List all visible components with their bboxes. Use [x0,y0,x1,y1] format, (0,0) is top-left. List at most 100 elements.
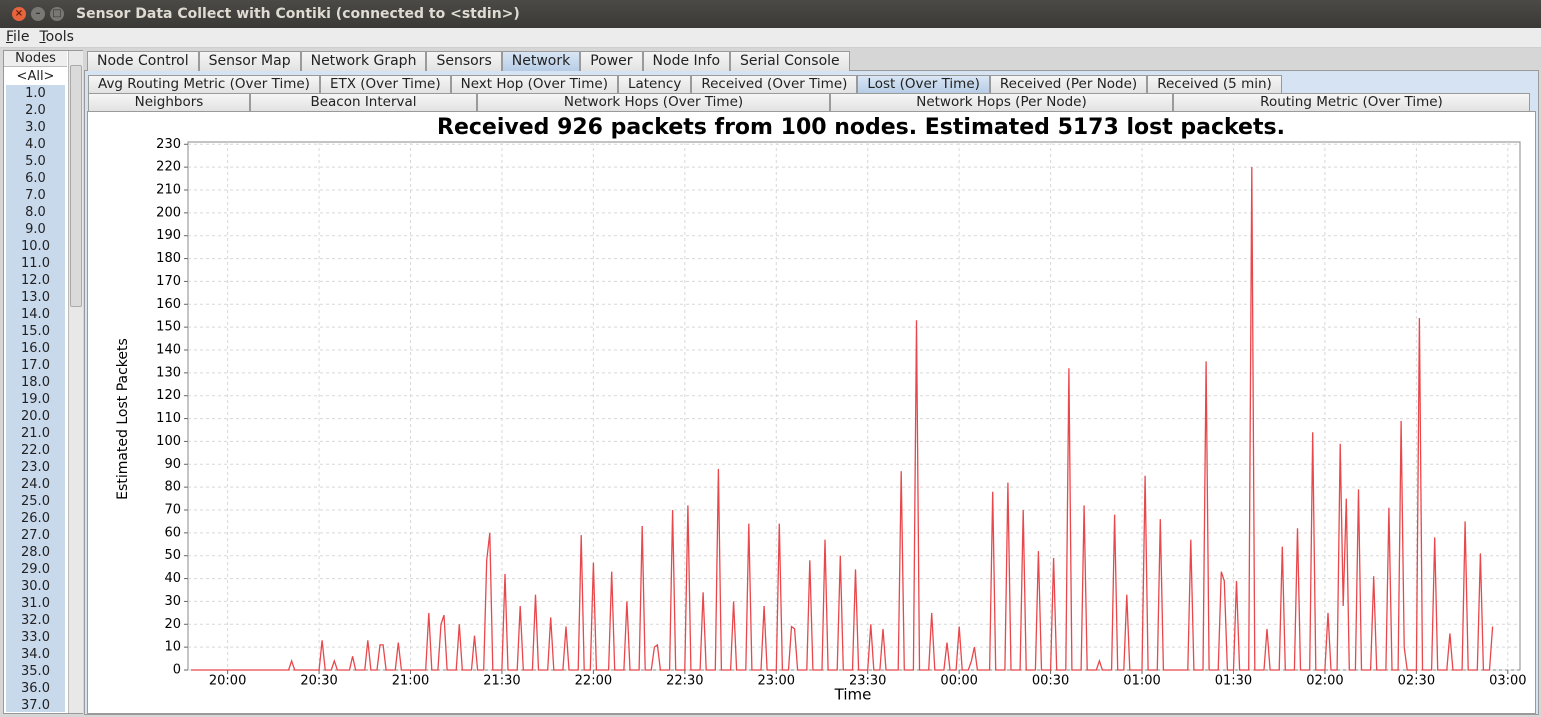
node-item[interactable]: 25.0 [21,494,50,509]
node-item[interactable]: 15.0 [21,324,50,339]
x-tick-label: 21:00 [392,674,429,689]
chart: Received 926 packets from 100 nodes. Est… [115,115,1527,704]
y-tick-label: 220 [156,160,181,175]
node-item[interactable]: 36.0 [21,681,50,696]
scroll-thumb[interactable] [70,65,82,307]
sub-tab[interactable]: Beacon Interval [250,93,477,111]
sub-tab[interactable]: Lost (Over Time) [857,75,990,93]
tab[interactable]: Node Info [642,51,731,71]
y-tick-label: 160 [156,297,181,312]
sub-tab[interactable]: Received (5 min) [1147,75,1282,93]
y-tick-label: 170 [156,274,181,289]
node-item[interactable]: <All> [6,68,65,85]
window-title: Sensor Data Collect with Contiki (connec… [76,6,520,22]
node-item[interactable]: 9.0 [25,222,46,237]
tab[interactable]: Node Control [87,51,199,71]
node-item[interactable]: 34.0 [21,647,50,662]
tab[interactable]: Serial Console [730,51,850,71]
x-tick-label: 02:00 [1306,674,1343,689]
node-item[interactable]: 27.0 [21,528,50,543]
node-item[interactable]: 28.0 [21,545,50,560]
node-item[interactable]: 24.0 [21,477,50,492]
node-item[interactable]: 35.0 [21,664,50,679]
node-item[interactable]: 29.0 [21,562,50,577]
node-item[interactable]: 5.0 [25,154,46,169]
node-item[interactable]: 4.0 [25,137,46,152]
node-item[interactable]: 31.0 [21,596,50,611]
node-item[interactable]: 3.0 [25,120,46,135]
node-header: Nodes [4,51,67,67]
sub-tab[interactable]: Neighbors [88,93,250,111]
maximize-button[interactable]: □ [50,7,64,21]
node-item[interactable]: 22.0 [21,443,50,458]
node-item[interactable]: 37.0 [21,698,50,712]
x-tick-label: 21:30 [483,674,520,689]
menu-item[interactable]: Tools [39,29,74,45]
sub-tab[interactable]: Routing Metric (Over Time) [1173,93,1530,111]
menu-item[interactable]: File [6,29,30,45]
node-item[interactable]: 1.0 [25,86,46,101]
sub-tab[interactable]: Received (Over Time) [691,75,858,93]
node-item[interactable]: 2.0 [25,103,46,118]
sub-tab[interactable]: Next Hop (Over Time) [450,75,618,93]
y-tick-label: 30 [164,594,181,609]
tab[interactable]: Sensors [426,51,502,71]
scrollbar[interactable] [68,51,83,713]
minimize-button[interactable]: – [31,7,45,21]
tab[interactable]: Sensor Map [198,51,301,71]
sub-tab[interactable]: Network Hops (Over Time) [477,93,830,111]
node-item[interactable]: 19.0 [21,392,50,407]
main-tabs: Node Control Sensor Map Network Graph Senso… [87,51,850,71]
node-list: <All> 1.0 2.0 3.0 4.0 5.0 6.0 7.0 8.0 9.0 10.0 11.0… [6,68,65,712]
x-tick-label: 23:00 [758,674,795,689]
y-tick-label: 100 [156,434,181,449]
chart-title: Received 926 packets from 100 nodes. Est… [437,115,1285,140]
node-item[interactable]: 6.0 [25,171,46,186]
tab[interactable]: Network Graph [300,51,427,71]
node-item[interactable]: 11.0 [21,256,50,271]
x-tick-label: 20:30 [300,674,337,689]
node-item[interactable]: 17.0 [21,358,50,373]
node-item[interactable]: 23.0 [21,460,50,475]
node-item[interactable]: 18.0 [21,375,50,390]
y-tick-label: 10 [164,640,181,655]
node-item[interactable]: 8.0 [25,205,46,220]
node-item[interactable]: 14.0 [21,307,50,322]
y-tick-label: 140 [156,343,181,358]
node-item[interactable]: 21.0 [21,426,50,441]
sub-tab[interactable]: ETX (Over Time) [319,75,451,93]
y-tick-label: 90 [164,457,181,472]
node-item[interactable]: 26.0 [21,511,50,526]
tab[interactable]: Power [580,51,643,71]
y-tick-label: 0 [173,663,181,678]
node-item[interactable]: 12.0 [21,273,50,288]
node-item[interactable]: 33.0 [21,630,50,645]
y-tick-label: 20 [164,617,181,632]
x-tick-label: 03:00 [1489,674,1526,689]
y-tick-label: 180 [156,251,181,266]
y-tick-label: 230 [156,137,181,152]
y-tick-label: 80 [164,480,181,495]
y-tick-label: 150 [156,320,181,335]
node-panel: Nodes <All> 1.0 2.0 3.0 4.0 5.0 6.0 7.0 8.0 9.0 10… [3,50,83,714]
x-tick-label: 01:30 [1215,674,1252,689]
node-item[interactable]: 13.0 [21,290,50,305]
sub-tab[interactable]: Received (Per Node) [989,75,1148,93]
node-item[interactable]: 16.0 [21,341,50,356]
tab[interactable]: Network [501,51,581,71]
x-tick-label: 23:30 [849,674,886,689]
node-item[interactable]: 10.0 [21,239,50,254]
close-button[interactable]: × [12,7,26,21]
sub-tab[interactable]: Avg Routing Metric (Over Time) [88,75,320,93]
y-tick-label: 110 [156,411,181,426]
node-item[interactable]: 30.0 [21,579,50,594]
sub-tabs-row2: Neighbors Beacon Interval Network Hops (Ov… [88,93,1531,111]
sub-tab[interactable]: Network Hops (Per Node) [830,93,1173,111]
y-axis-label: Estimated Lost Packets [115,338,131,500]
node-item[interactable]: 7.0 [25,188,46,203]
node-item[interactable]: 32.0 [21,613,50,628]
sub-tab[interactable]: Latency [617,75,692,93]
node-item[interactable]: 20.0 [21,409,50,424]
x-axis-label: Time [834,686,872,704]
